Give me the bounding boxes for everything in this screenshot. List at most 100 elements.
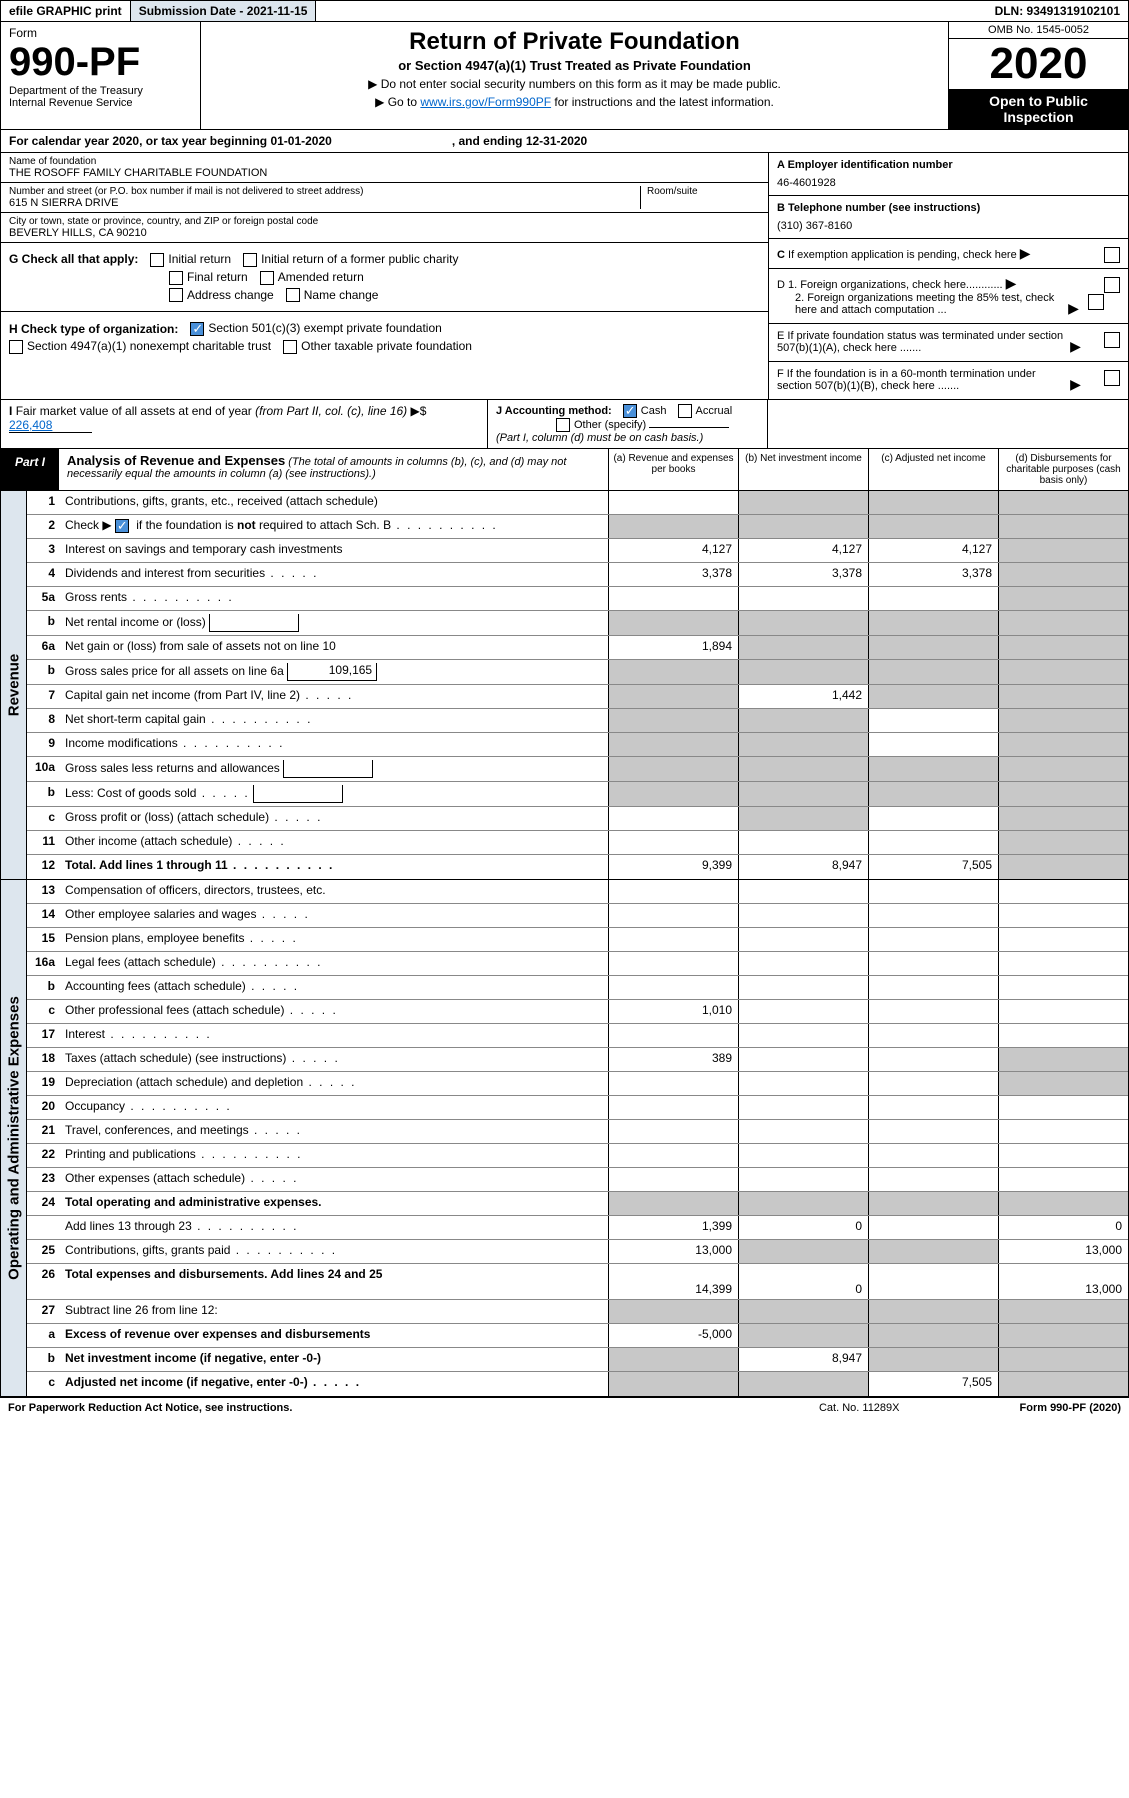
line-13: Compensation of officers, directors, tru…: [61, 880, 608, 903]
address-change-checkbox[interactable]: [169, 288, 183, 302]
line-25: Contributions, gifts, grants paid: [61, 1240, 608, 1263]
line-10a: Gross sales less returns and allowances: [61, 757, 608, 781]
line-11: Other income (attach schedule): [61, 831, 608, 854]
col-d-header: (d) Disbursements for charitable purpose…: [998, 449, 1128, 490]
f-label: F If the foundation is in a 60-month ter…: [777, 368, 1067, 392]
line-4: Dividends and interest from securities: [61, 563, 608, 586]
line-7: Capital gain net income (from Part IV, l…: [61, 685, 608, 708]
city-state-zip: BEVERLY HILLS, CA 90210: [9, 227, 760, 239]
final-return-checkbox[interactable]: [169, 271, 183, 285]
part1-header: Part I Analysis of Revenue and Expenses …: [0, 449, 1129, 491]
line-27c: Adjusted net income (if negative, enter …: [61, 1372, 608, 1396]
line-6a: Net gain or (loss) from sale of assets n…: [61, 636, 608, 659]
part1-tag: Part I: [1, 449, 59, 490]
efile-label[interactable]: efile GRAPHIC print: [1, 1, 131, 21]
foundation-name: THE ROSOFF FAMILY CHARITABLE FOUNDATION: [9, 167, 760, 179]
line-1: Contributions, gifts, grants, etc., rece…: [61, 491, 608, 514]
ein-value: 46-4601928: [777, 177, 836, 189]
form-ref: Form 990-PF (2020): [1020, 1402, 1122, 1414]
d2-checkbox[interactable]: [1088, 294, 1104, 310]
line-14: Other employee salaries and wages: [61, 904, 608, 927]
address: 615 N SIERRA DRIVE: [9, 197, 640, 209]
e-checkbox[interactable]: [1104, 332, 1120, 348]
omb-number: OMB No. 1545-0052: [949, 22, 1128, 39]
line-27a: Excess of revenue over expenses and disb…: [61, 1324, 608, 1347]
c-checkbox[interactable]: [1104, 247, 1120, 263]
name-change-checkbox[interactable]: [286, 288, 300, 302]
city-label: City or town, state or province, country…: [9, 216, 760, 227]
col-b-header: (b) Net investment income: [738, 449, 868, 490]
address-label: Number and street (or P.O. box number if…: [9, 186, 640, 197]
room-label: Room/suite: [647, 186, 760, 197]
ein-label: A Employer identification number: [777, 159, 953, 171]
other-taxable-checkbox[interactable]: [283, 340, 297, 354]
line-26: Total expenses and disbursements. Add li…: [61, 1264, 608, 1299]
form990pf-link[interactable]: www.irs.gov/Form990PF: [420, 95, 551, 109]
col-c-header: (c) Adjusted net income: [868, 449, 998, 490]
line-19: Depreciation (attach schedule) and deple…: [61, 1072, 608, 1095]
line-10b: Less: Cost of goods sold: [61, 782, 608, 806]
c-exemption-label: If exemption application is pending, che…: [788, 249, 1017, 261]
line-17: Interest: [61, 1024, 608, 1047]
form-header: Form 990-PF Department of the Treasury I…: [0, 22, 1129, 130]
j-note: (Part I, column (d) must be on cash basi…: [496, 432, 703, 444]
f-checkbox[interactable]: [1104, 370, 1120, 386]
schb-checkbox[interactable]: [115, 519, 129, 533]
section-h: H Check type of organization: Section 50…: [1, 312, 768, 363]
cat-no: Cat. No. 11289X: [819, 1402, 900, 1414]
goto-instructions: ▶ Go to www.irs.gov/Form990PF for instru…: [207, 95, 942, 109]
line-15: Pension plans, employee benefits: [61, 928, 608, 951]
entity-info: Name of foundation THE ROSOFF FAMILY CHA…: [0, 153, 1129, 400]
line-5b: Net rental income or (loss): [61, 611, 608, 635]
col-a-header: (a) Revenue and expenses per books: [608, 449, 738, 490]
top-bar: efile GRAPHIC print Submission Date - 20…: [0, 0, 1129, 22]
open-inspection: Open to Public Inspection: [949, 89, 1128, 129]
line-18: Taxes (attach schedule) (see instruction…: [61, 1048, 608, 1071]
fmv-label: Fair market value of all assets at end o…: [16, 404, 427, 418]
accrual-checkbox[interactable]: [678, 404, 692, 418]
revenue-section: Revenue 1Contributions, gifts, grants, e…: [0, 491, 1129, 880]
form-number: 990-PF: [9, 40, 192, 85]
4947a1-checkbox[interactable]: [9, 340, 23, 354]
amended-return-checkbox[interactable]: [260, 271, 274, 285]
phone-label: B Telephone number (see instructions): [777, 202, 980, 214]
expenses-section: Operating and Administrative Expenses 13…: [0, 880, 1129, 1397]
section-g: G Check all that apply: Initial return I…: [1, 243, 768, 312]
submission-date: Submission Date - 2021-11-15: [131, 1, 317, 21]
paperwork-notice: For Paperwork Reduction Act Notice, see …: [8, 1402, 292, 1414]
line-12: Total. Add lines 1 through 11: [61, 855, 608, 879]
line-3: Interest on savings and temporary cash i…: [61, 539, 608, 562]
fmv-value[interactable]: 226,408: [9, 418, 92, 433]
line-27b: Net investment income (if negative, ente…: [61, 1348, 608, 1371]
e-label: E If private foundation status was termi…: [777, 330, 1067, 354]
line-21: Travel, conferences, and meetings: [61, 1120, 608, 1143]
expenses-label: Operating and Administrative Expenses: [5, 996, 22, 1280]
line-10c: Gross profit or (loss) (attach schedule): [61, 807, 608, 830]
other-method-checkbox[interactable]: [556, 418, 570, 432]
line-24b: Add lines 13 through 23: [61, 1216, 608, 1239]
form-title: Return of Private Foundation: [207, 28, 942, 56]
line-6b: Gross sales price for all assets on line…: [61, 660, 608, 684]
initial-return-checkbox[interactable]: [150, 253, 164, 267]
line-16c: Other professional fees (attach schedule…: [61, 1000, 608, 1023]
tax-year: 2020: [949, 39, 1128, 89]
d1-label: D 1. Foreign organizations, check here..…: [777, 279, 1003, 291]
dln: DLN: 93491319102101: [987, 1, 1128, 21]
revenue-label: Revenue: [5, 654, 22, 717]
line-20: Occupancy: [61, 1096, 608, 1119]
ssn-warning: ▶ Do not enter social security numbers o…: [207, 77, 942, 91]
foundation-name-label: Name of foundation: [9, 156, 760, 167]
line-27: Subtract line 26 from line 12:: [61, 1300, 608, 1323]
d1-checkbox[interactable]: [1104, 277, 1120, 293]
form-label: Form: [9, 26, 192, 40]
501c3-checkbox[interactable]: [190, 322, 204, 336]
cash-checkbox[interactable]: [623, 404, 637, 418]
calendar-year-row: For calendar year 2020, or tax year begi…: [0, 130, 1129, 153]
initial-former-checkbox[interactable]: [243, 253, 257, 267]
line-22: Printing and publications: [61, 1144, 608, 1167]
dept-treasury: Department of the Treasury: [9, 85, 192, 97]
irs-label: Internal Revenue Service: [9, 97, 192, 109]
d2-label: 2. Foreign organizations meeting the 85%…: [795, 292, 1065, 316]
phone-value: (310) 367-8160: [777, 220, 852, 232]
line-5a: Gross rents: [61, 587, 608, 610]
